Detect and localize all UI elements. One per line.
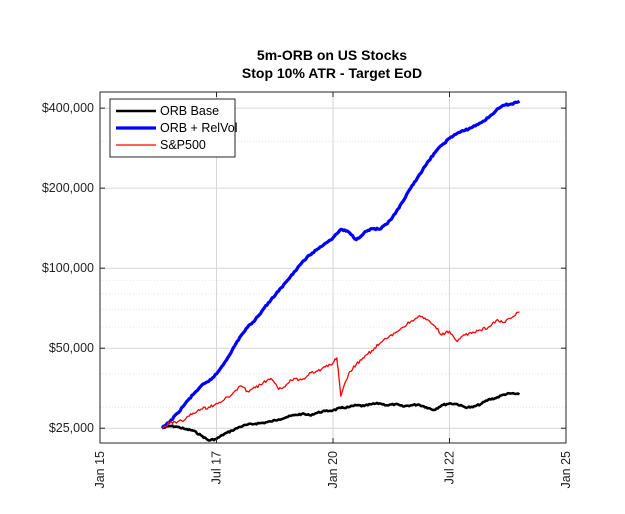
legend-label: S&P500 [160, 138, 206, 152]
x-tick-label: Jul 22 [443, 451, 457, 484]
x-tick-label: Jan 15 [93, 451, 107, 489]
series-line-3 [161, 311, 520, 429]
chart-subtitle: Stop 10% ATR - Target EoD [242, 65, 422, 81]
y-tick-label: $200,000 [42, 181, 94, 195]
y-tick-label: $100,000 [42, 261, 94, 275]
y-tick-label: $50,000 [49, 341, 94, 355]
legend-label: ORB Base [160, 104, 219, 118]
y-tick-label: $25,000 [49, 421, 94, 435]
x-tick-label: Jan 20 [326, 451, 340, 489]
y-tick-label: $400,000 [42, 101, 94, 115]
series-line-2 [160, 99, 521, 430]
legend-label: ORB + RelVol [160, 121, 237, 135]
tick-layer: $25,000 $50,000 $100,000 $200,000 $400,000 Ja… [42, 92, 573, 489]
series-layer [160, 99, 521, 442]
series-line-1 [161, 391, 521, 442]
legend: ORB Base ORB + RelVol S&P500 [109, 98, 237, 158]
x-tick-label: Jan 25 [559, 451, 573, 489]
chart-title: 5m-ORB on US Stocks [257, 47, 407, 63]
x-tick-label: Jul 17 [210, 451, 224, 484]
